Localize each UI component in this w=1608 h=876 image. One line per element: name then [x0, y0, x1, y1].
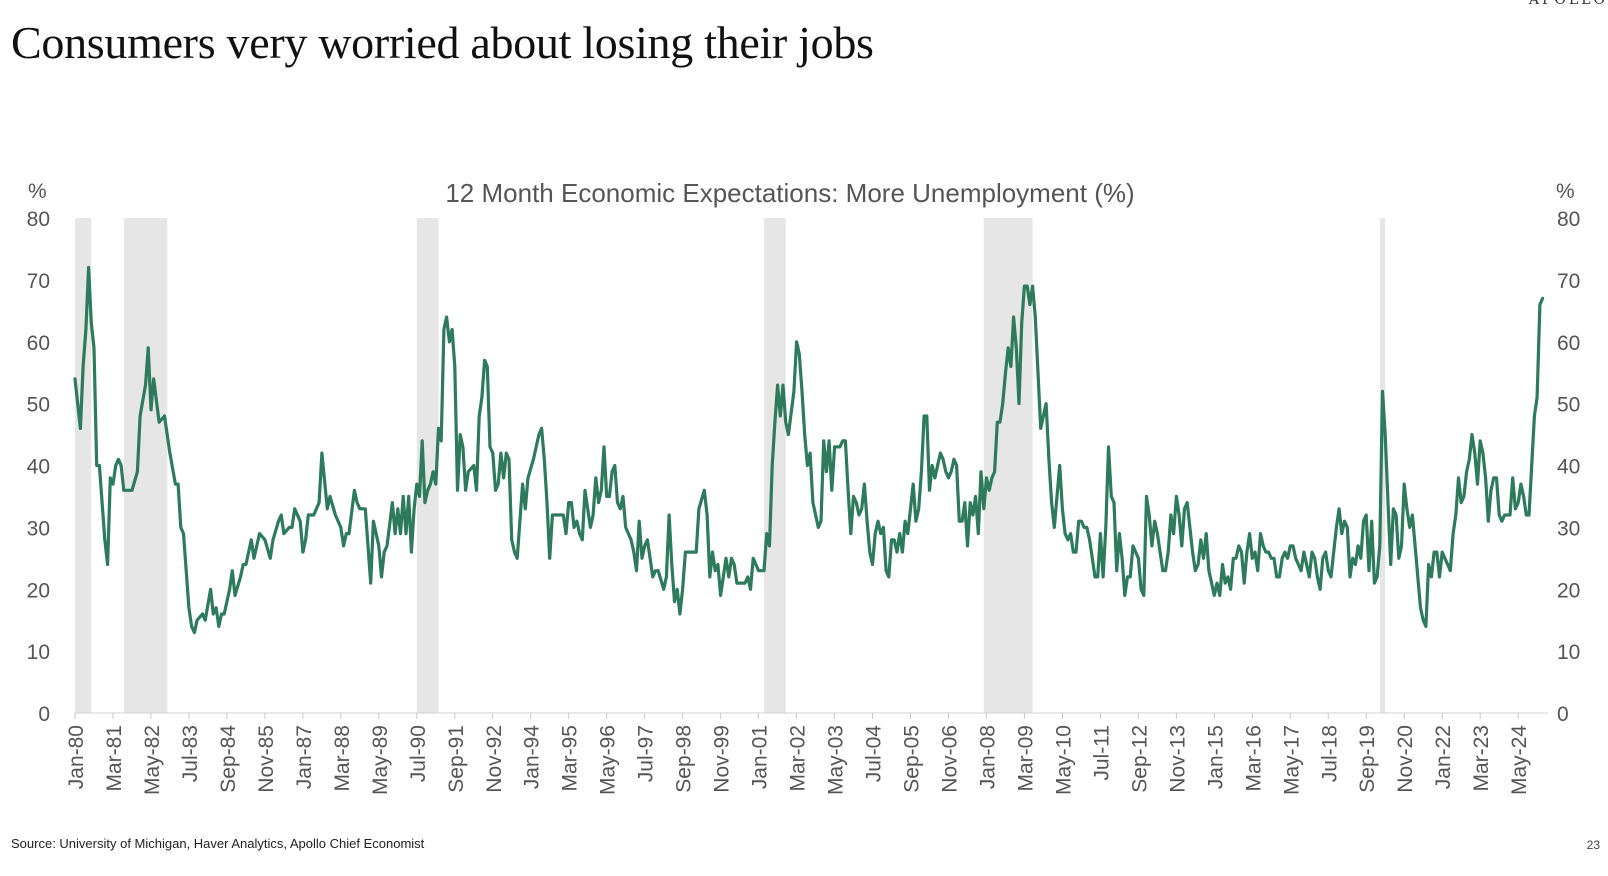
y-tick-left: 80	[27, 208, 50, 231]
y-tick-right: 70	[1557, 270, 1580, 293]
x-tick-label: Sep-12	[1128, 725, 1151, 793]
x-tick-label: Jul-83	[179, 725, 202, 782]
y-tick-left: 70	[27, 270, 50, 293]
x-tick-label: Jan-87	[293, 725, 316, 789]
chart-title: 12 Month Economic Expectations: More Une…	[445, 178, 1134, 208]
y-tick-left: 10	[27, 641, 50, 664]
y-tick-right: 40	[1557, 456, 1580, 479]
y-tick-right: 0	[1557, 703, 1569, 726]
x-tick-label: Mar-81	[103, 725, 126, 792]
x-tick-label: Nov-92	[483, 725, 506, 793]
x-tick-label: May-03	[825, 725, 848, 795]
y-tick-right: 30	[1557, 517, 1580, 540]
x-axis: Jan-80 Mar-81 May-82 Jul-83 Sep-84 Nov-85 Jan-…	[65, 713, 1531, 795]
x-tick-label: Jul-04	[863, 725, 886, 783]
x-tick-label: Nov-20	[1394, 725, 1417, 793]
recession-band-3	[764, 218, 786, 713]
x-tick-label: Nov-13	[1166, 725, 1189, 793]
x-tick-label: May-17	[1280, 725, 1303, 795]
x-tick-label: May-96	[597, 725, 620, 795]
x-tick-label: May-89	[369, 725, 392, 795]
y-tick-left: 40	[27, 456, 50, 479]
x-tick-label: May-24	[1508, 725, 1531, 795]
x-tick-label: Nov-99	[711, 725, 734, 793]
x-tick-label: Jan-94	[521, 725, 544, 790]
x-tick-label: Mar-09	[1014, 725, 1037, 792]
x-tick-label: Sep-91	[445, 725, 468, 793]
y-tick-right: 10	[1557, 641, 1580, 664]
recession-shading	[75, 218, 1385, 713]
y-tick-left: 30	[27, 517, 50, 540]
x-tick-label: Jan-22	[1432, 725, 1455, 789]
y-tick-left: 0	[38, 703, 50, 726]
x-tick-label: Sep-84	[217, 725, 240, 793]
x-tick-label: May-10	[1052, 725, 1075, 795]
y-tick-left: 60	[27, 332, 50, 355]
recession-band-1	[124, 218, 167, 713]
y-axis-unit-right: %	[1556, 180, 1575, 203]
x-tick-label: Jul-11	[1090, 725, 1113, 781]
series-line-more-unemployment	[75, 268, 1543, 633]
x-tick-label: Jan-01	[749, 725, 772, 789]
x-tick-label: Jan-15	[1204, 725, 1227, 789]
y-axis-left: 0 10 20 30 40 50 60 70 80	[27, 208, 50, 726]
y-tick-left: 50	[27, 394, 50, 417]
x-tick-label: Mar-23	[1470, 725, 1493, 792]
x-tick-label: Mar-88	[331, 725, 354, 792]
page-number: 23	[1587, 838, 1600, 852]
x-tick-label: Sep-19	[1356, 725, 1379, 793]
x-tick-label: Jul-90	[407, 725, 430, 782]
x-tick-label: Mar-02	[787, 725, 810, 792]
x-tick-label: Mar-16	[1242, 725, 1265, 792]
x-tick-label: Nov-06	[938, 725, 961, 793]
x-tick-label: Nov-85	[255, 725, 278, 793]
x-tick-label: May-82	[141, 725, 164, 795]
x-tick-label: Jan-80	[65, 725, 88, 789]
y-axis-right: 0 10 20 30 40 50 60 70 80	[1557, 208, 1580, 726]
y-axis-unit-left: %	[28, 180, 47, 203]
y-tick-left: 20	[27, 579, 50, 602]
y-tick-right: 50	[1557, 394, 1580, 417]
x-tick-label: Jan-08	[976, 725, 999, 789]
y-tick-right: 80	[1557, 208, 1580, 231]
y-tick-right: 60	[1557, 332, 1580, 355]
x-tick-label: Jul-18	[1318, 725, 1341, 782]
x-tick-label: Jul-97	[635, 725, 658, 782]
x-tick-label: Mar-95	[559, 725, 582, 792]
x-tick-label: Sep-05	[901, 725, 924, 793]
y-tick-right: 20	[1557, 579, 1580, 602]
x-tick-label: Sep-98	[673, 725, 696, 793]
source-note: Source: University of Michigan, Haver An…	[11, 836, 424, 851]
